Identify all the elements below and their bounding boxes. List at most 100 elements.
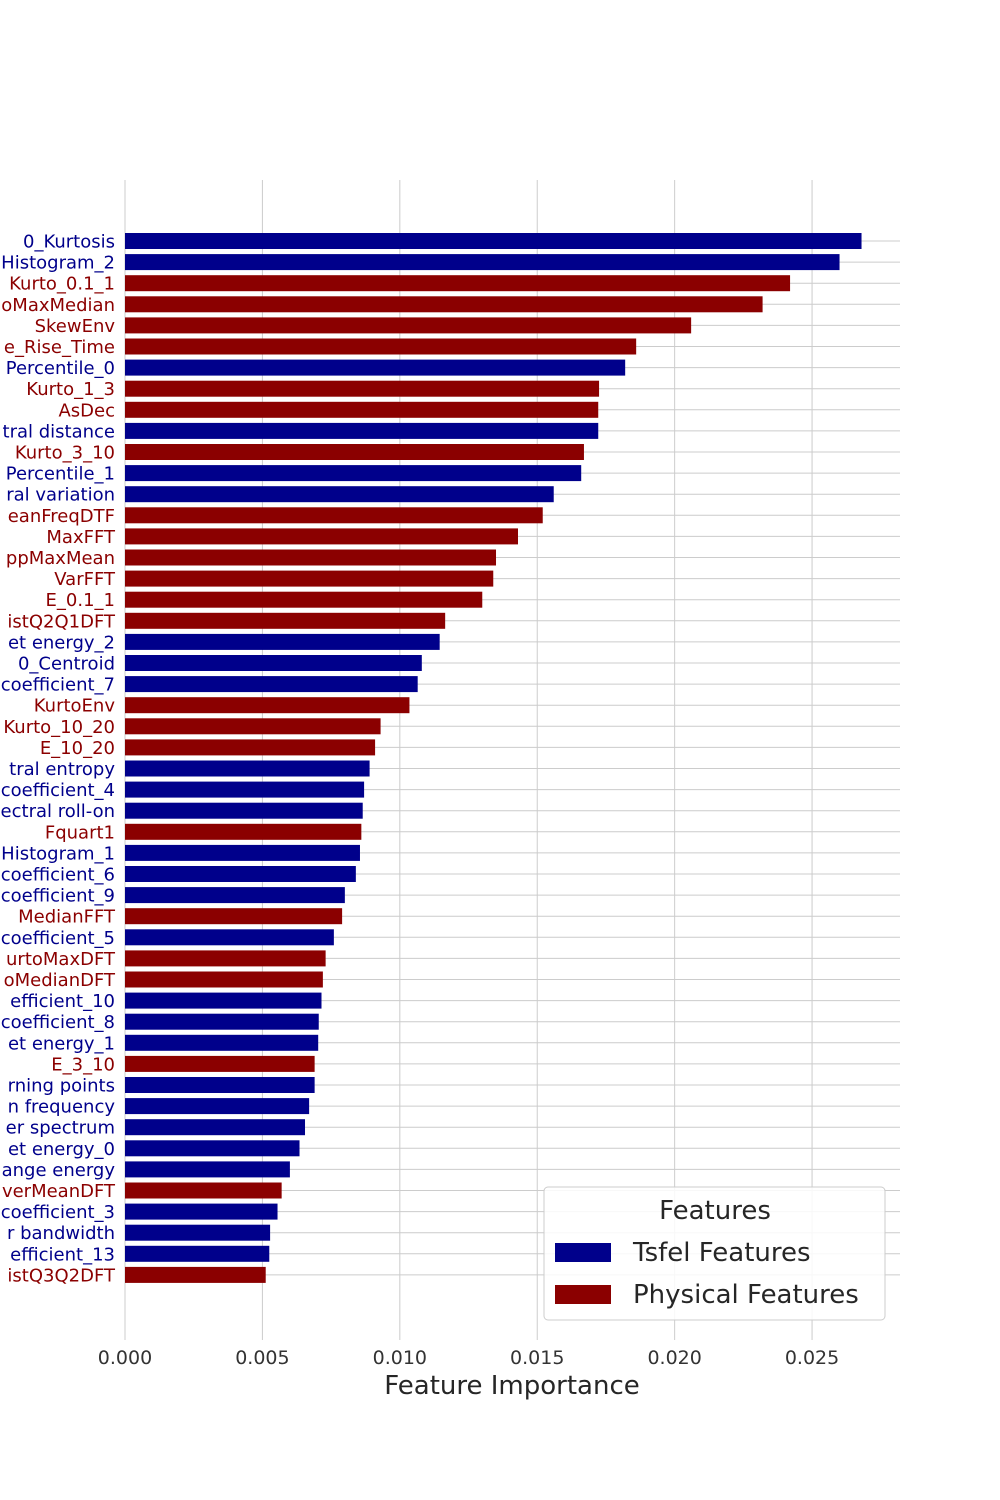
category-label: KurtoEnv — [34, 696, 116, 717]
category-labels: 0_KurtosisHistogram_2Kurto_0.1_1oMaxMedi… — [1, 232, 116, 1287]
category-label: ectral roll-on — [1, 801, 115, 822]
bar-physical — [125, 1055, 315, 1072]
bar-physical — [125, 823, 362, 840]
category-label: e_Rise_Time — [4, 337, 115, 358]
bar-physical — [125, 908, 343, 925]
category-label: n frequency — [8, 1097, 116, 1118]
category-label: Percentile_0 — [6, 358, 115, 379]
category-label: 0_Centroid — [18, 654, 115, 675]
bar-physical — [125, 296, 763, 313]
bar-physical — [125, 1182, 282, 1199]
legend-label-tsfel: Tsfel Features — [632, 1238, 811, 1268]
bar-tsfel — [125, 1098, 310, 1115]
category-label: istQ2Q1DFT — [7, 611, 116, 632]
bar-tsfel — [125, 254, 840, 271]
category-label: r bandwidth — [7, 1223, 115, 1244]
bar-physical — [125, 401, 599, 418]
category-label: eanFreqDTF — [8, 506, 115, 527]
legend-title: Features — [659, 1196, 771, 1226]
bar-tsfel — [125, 760, 370, 777]
bar-physical — [125, 338, 637, 355]
bar-physical — [125, 971, 323, 988]
category-label: verMeanDFT — [2, 1181, 116, 1202]
bar-physical — [125, 591, 483, 608]
bar-physical — [125, 275, 791, 292]
bar-tsfel — [125, 1119, 306, 1136]
category-label: Kurto_3_10 — [15, 443, 115, 464]
bar-physical — [125, 317, 692, 334]
bar-physical — [125, 697, 410, 714]
category-label: oMaxMedian — [1, 295, 115, 316]
x-tick-label: 0.005 — [235, 1347, 289, 1369]
bar-physical — [125, 718, 381, 735]
category-label: rning points — [8, 1076, 115, 1097]
category-label: coefficient_8 — [1, 1012, 115, 1033]
category-label: et energy_1 — [8, 1033, 115, 1054]
bar-physical — [125, 612, 446, 629]
category-label: coefficient_6 — [1, 865, 115, 886]
x-tick-label: 0.010 — [373, 1347, 427, 1369]
bar-tsfel — [125, 1161, 290, 1178]
bar-tsfel — [125, 781, 365, 798]
category-label: VarFFT — [54, 569, 116, 590]
category-label: coefficient_9 — [1, 886, 115, 907]
category-label: ppMaxMean — [6, 548, 115, 569]
category-label: coefficient_3 — [1, 1202, 115, 1223]
x-tick-label: 0.015 — [510, 1347, 564, 1369]
category-label: urtoMaxDFT — [6, 949, 116, 970]
category-label: E_10_20 — [40, 738, 115, 759]
x-tick-label: 0.000 — [98, 1347, 152, 1369]
category-label: Kurto_1_3 — [26, 379, 115, 400]
category-label: efficient_10 — [10, 991, 115, 1012]
category-label: E_3_10 — [51, 1054, 115, 1075]
category-label: et energy_0 — [8, 1139, 115, 1160]
legend-swatch-physical — [555, 1285, 611, 1304]
x-tick-label: 0.025 — [785, 1347, 839, 1369]
category-label: coefficient_5 — [1, 928, 115, 949]
legend: Features Tsfel Features Physical Feature… — [543, 1186, 886, 1321]
bar-tsfel — [125, 233, 862, 249]
bar-tsfel — [125, 1203, 278, 1220]
bar-tsfel — [125, 1034, 319, 1051]
bar-tsfel — [125, 992, 322, 1009]
category-label: tral entropy — [9, 759, 115, 780]
bar-tsfel — [125, 676, 418, 693]
bar-physical — [125, 570, 494, 587]
category-label: ange energy — [2, 1160, 116, 1181]
category-label: oMedianDFT — [4, 970, 116, 991]
bar-tsfel — [125, 359, 626, 376]
x-tick-labels: 0.000 0.005 0.010 0.015 0.020 0.025 — [98, 1347, 839, 1369]
category-label: er spectrum — [6, 1118, 115, 1139]
category-label: Kurto_10_20 — [3, 717, 115, 738]
bar-tsfel — [125, 1245, 270, 1262]
bar-physical — [125, 528, 518, 545]
category-label: efficient_13 — [10, 1244, 115, 1265]
category-label: tral distance — [3, 421, 115, 442]
category-label: Kurto_0.1_1 — [9, 274, 115, 295]
bar-tsfel — [125, 1077, 315, 1093]
category-label: SkewEnv — [35, 316, 116, 337]
bar-tsfel — [125, 1140, 300, 1157]
bar-tsfel — [125, 486, 554, 503]
category-label: et energy_2 — [8, 632, 115, 653]
bar-tsfel — [125, 633, 440, 650]
bar-physical — [125, 739, 376, 756]
category-label: Histogram_1 — [1, 843, 115, 864]
category-label: istQ3Q2DFT — [7, 1265, 116, 1286]
bar-tsfel — [125, 1013, 319, 1030]
bar-physical — [125, 1266, 266, 1283]
bar-tsfel — [125, 465, 582, 482]
bar-tsfel — [125, 929, 334, 946]
category-label: 0_Kurtosis — [23, 232, 115, 253]
category-label: ral variation — [6, 485, 115, 506]
category-label: Percentile_1 — [6, 464, 115, 485]
x-tick-label: 0.020 — [647, 1347, 701, 1369]
bar-tsfel — [125, 1224, 271, 1241]
bar-tsfel — [125, 802, 363, 819]
legend-label-physical: Physical Features — [633, 1280, 859, 1310]
category-label: MedianFFT — [18, 907, 116, 928]
bar-tsfel — [125, 866, 356, 882]
bar-physical — [125, 507, 543, 524]
bar-tsfel — [125, 422, 599, 439]
legend-frame — [543, 1186, 886, 1321]
